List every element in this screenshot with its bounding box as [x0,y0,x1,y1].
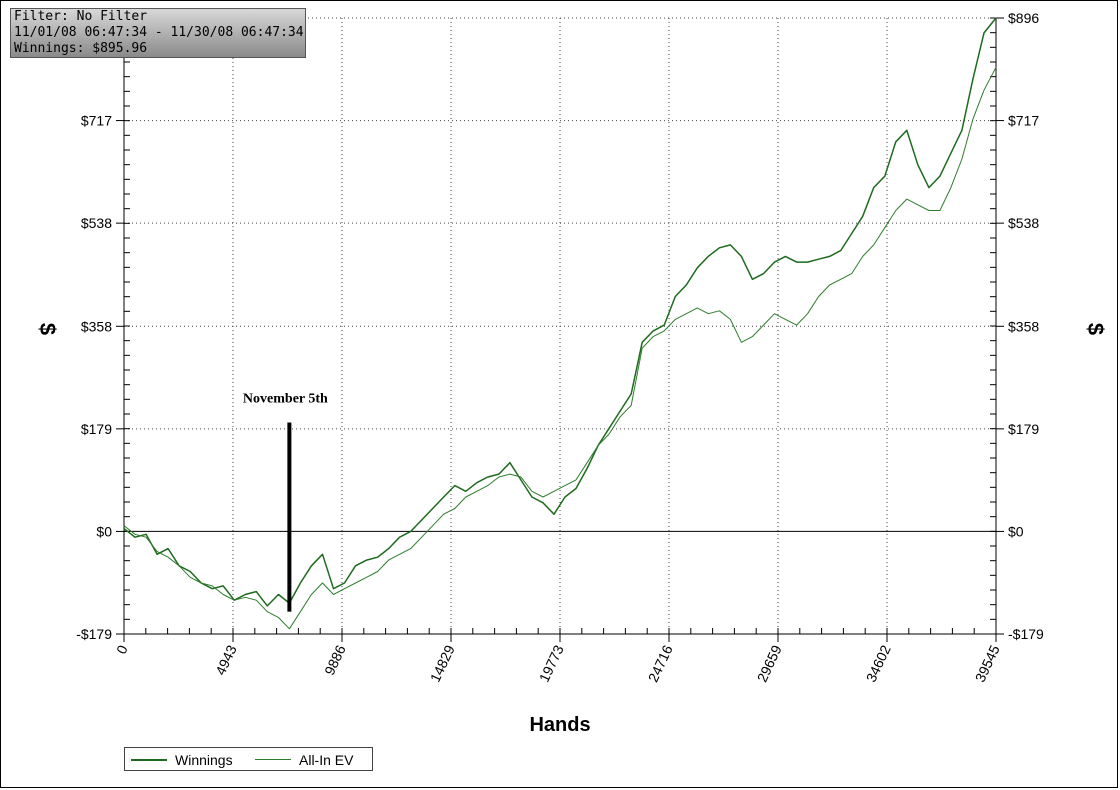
x-tick-label: 39545 [972,642,1003,684]
annotation-label: November 5th [243,392,328,407]
y-tick-label-right: $0 [1008,523,1024,539]
series-line-winnings [123,17,997,607]
filter-label: Filter: No Filter [14,9,148,24]
y-axis-label-left: $ [35,323,60,335]
legend-item-winnings: Winnings [131,751,233,768]
y-tick-label-right: $538 [1008,215,1039,231]
y-tick-label-right: $717 [1008,113,1039,129]
x-tick-label: 34602 [863,642,894,684]
y-tick-label-left: $358 [81,318,112,334]
x-tick-label: 9886 [321,642,349,677]
x-tick-label: 19773 [536,642,567,684]
y-tick-label-right: $358 [1008,318,1039,334]
series-line-all-in-ev [123,67,997,630]
y-tick-label-left: $538 [81,215,112,231]
legend-label-allin-ev: All-In EV [299,751,354,768]
x-tick-label: 0 [113,642,131,656]
y-tick-label-right: -$179 [1008,626,1044,642]
y-tick-label-right: $896 [1008,10,1039,26]
x-tick-label: 14829 [427,642,458,684]
x-axis-label: Hands [529,714,590,736]
x-tick-label: 4943 [212,642,240,677]
legend-item-allin-ev: All-In EV [255,751,353,768]
date-range-label: 11/01/08 06:47:34 - 11/30/08 06:47:34 [14,25,304,40]
annotation-group: November 5th [243,392,328,612]
grid [124,17,996,635]
ticks: -$179 -$179 $0 $0 $179 $179 $358 $358 $538 $538 $7… [76,10,1044,685]
y-tick-label-left: $717 [81,113,112,129]
winnings-summary-label: Winnings: $895.96 [14,41,148,56]
legend-swatch-allin-ev [255,759,291,760]
y-tick-label-left: $0 [96,523,112,539]
x-tick-label: 24716 [645,642,676,684]
legend-swatch-winnings [131,758,167,761]
series-group [123,17,997,630]
filter-summary-box: Filter: No Filter 11/01/08 06:47:34 - 11… [10,8,306,58]
y-tick-label-right: $179 [1008,421,1039,437]
y-tick-label-left: $179 [81,421,112,437]
legend-label-winnings: Winnings [175,751,233,768]
y-tick-label-left: -$179 [76,626,112,642]
y-axis-label-right: $ [1083,323,1108,335]
chart-legend: Winnings All-In EV [124,747,373,771]
x-tick-label: 29659 [754,642,785,684]
